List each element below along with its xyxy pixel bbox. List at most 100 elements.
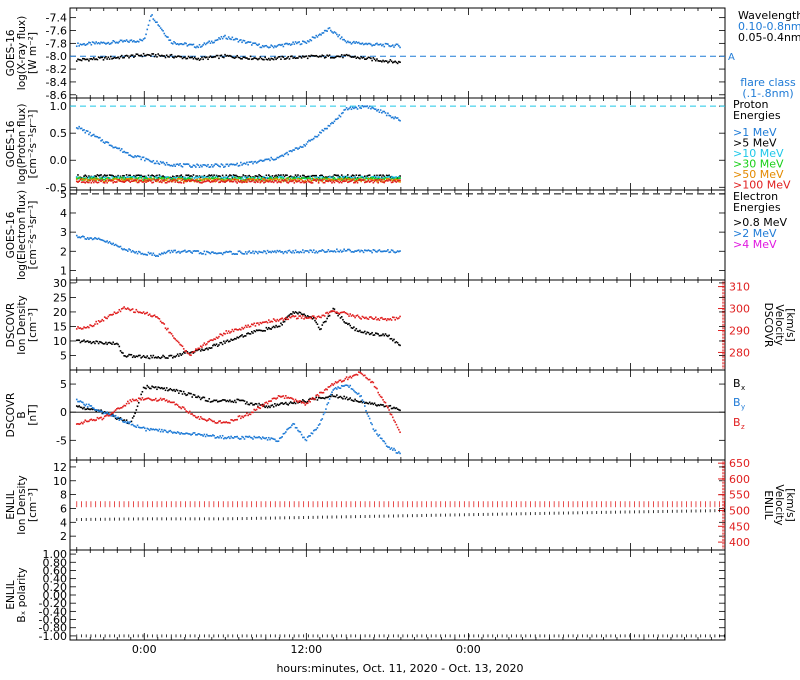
xray-point [280, 58, 282, 61]
proton-point [243, 180, 246, 183]
proton-point [141, 175, 144, 178]
xray-point [319, 33, 321, 36]
xray-point [229, 54, 231, 57]
dscovr_b-point [327, 386, 330, 388]
xray-point [342, 38, 344, 41]
proton-point [340, 181, 343, 184]
dscovr_density-point [129, 353, 132, 356]
dscovr_density-point [218, 335, 220, 338]
dscovr_density-point [394, 318, 397, 321]
electron-point [254, 250, 257, 253]
proton-point [333, 174, 336, 176]
xray-point [253, 42, 256, 45]
dscovr_b-point [130, 423, 133, 426]
dscovr_density-point [145, 356, 147, 359]
xray-point [157, 53, 159, 55]
proton-point [216, 179, 219, 181]
dscovr_density-point [163, 355, 166, 358]
dscovr_b-point [260, 404, 263, 407]
dscovr_density-point [364, 317, 366, 320]
proton-point [168, 164, 170, 166]
dscovr_b-point [377, 404, 379, 406]
xray-point [247, 41, 249, 43]
xray-series-0 [75, 14, 401, 49]
dscovr_density-point [168, 355, 170, 357]
dscovr_b-point [345, 384, 348, 386]
proton-point [124, 179, 127, 182]
proton-point [370, 107, 372, 110]
proton-point [78, 125, 80, 128]
xray-point [127, 40, 129, 43]
proton-point [282, 180, 285, 182]
electron-y-label: [cm⁻²s⁻¹sr⁻¹] [27, 201, 39, 270]
xray-point [250, 58, 253, 61]
dscovr_b-point [333, 395, 336, 398]
proton-point [196, 181, 198, 183]
dscovr_b-point [181, 432, 184, 435]
dscovr_b-point [255, 408, 258, 411]
dscovr_b-point [90, 405, 93, 407]
proton-y-tick-label: 0.5 [50, 127, 68, 140]
dscovr_b-point [204, 419, 207, 421]
proton-point [332, 176, 335, 178]
electron-point [348, 248, 350, 251]
dscovr_b-point [395, 452, 398, 454]
xray-point [148, 54, 151, 56]
proton-point [293, 149, 296, 151]
electron-point [263, 250, 265, 252]
xray-point [191, 56, 194, 58]
dscovr_density-point [344, 311, 347, 314]
dscovr_density-point [398, 317, 400, 319]
proton-point [135, 180, 138, 183]
dscovr_density-point [118, 345, 121, 348]
dscovr_b-point [158, 428, 161, 431]
electron-point [90, 237, 93, 239]
proton-point [225, 177, 228, 179]
proton-point [182, 182, 185, 184]
proton-point [164, 164, 167, 166]
proton-point [100, 177, 102, 180]
dscovr_density-point [188, 354, 191, 356]
xray-point [159, 55, 162, 57]
dscovr_density-point [207, 341, 209, 343]
dscovr_b-point [167, 431, 169, 434]
electron-point [357, 249, 360, 251]
proton-point [83, 181, 85, 183]
dscovr_density-point [331, 310, 333, 312]
dscovr_b-point [225, 421, 228, 423]
proton-point [328, 178, 331, 181]
dscovr_b-point [162, 398, 164, 400]
proton-point [257, 177, 259, 180]
proton-point [243, 162, 246, 165]
xray-point [84, 44, 87, 46]
proton-point [364, 105, 366, 108]
dscovr_density-point [112, 313, 115, 316]
xray-point [131, 40, 134, 43]
dscovr_b-point [163, 387, 166, 389]
dscovr_density-point [252, 332, 254, 334]
proton-point [359, 174, 361, 177]
proton-point [109, 174, 112, 177]
proton-point [236, 162, 238, 165]
proton-point [181, 175, 184, 178]
xray-point [122, 56, 124, 59]
proton-point [225, 178, 228, 180]
dscovr_density-point [285, 318, 287, 321]
xray-point [159, 27, 162, 29]
proton-point [133, 175, 135, 178]
electron-point [112, 242, 115, 245]
dscovr_b-point [187, 392, 190, 394]
dscovr_b-point [162, 387, 164, 390]
dscovr_density-point [186, 351, 189, 353]
dscovr_b-point [249, 402, 252, 405]
dscovr_density-point [225, 340, 228, 343]
dscovr_density-point [360, 318, 362, 320]
dscovr_b-point [244, 414, 247, 417]
dscovr_b-point [186, 432, 189, 435]
enlil_density-y-tick-label: 12 [53, 461, 67, 474]
dscovr_b-point [145, 387, 147, 390]
dscovr_density-point [243, 326, 246, 329]
proton-point [201, 182, 203, 184]
xray-point [344, 40, 347, 42]
dscovr_density-point [276, 318, 279, 321]
